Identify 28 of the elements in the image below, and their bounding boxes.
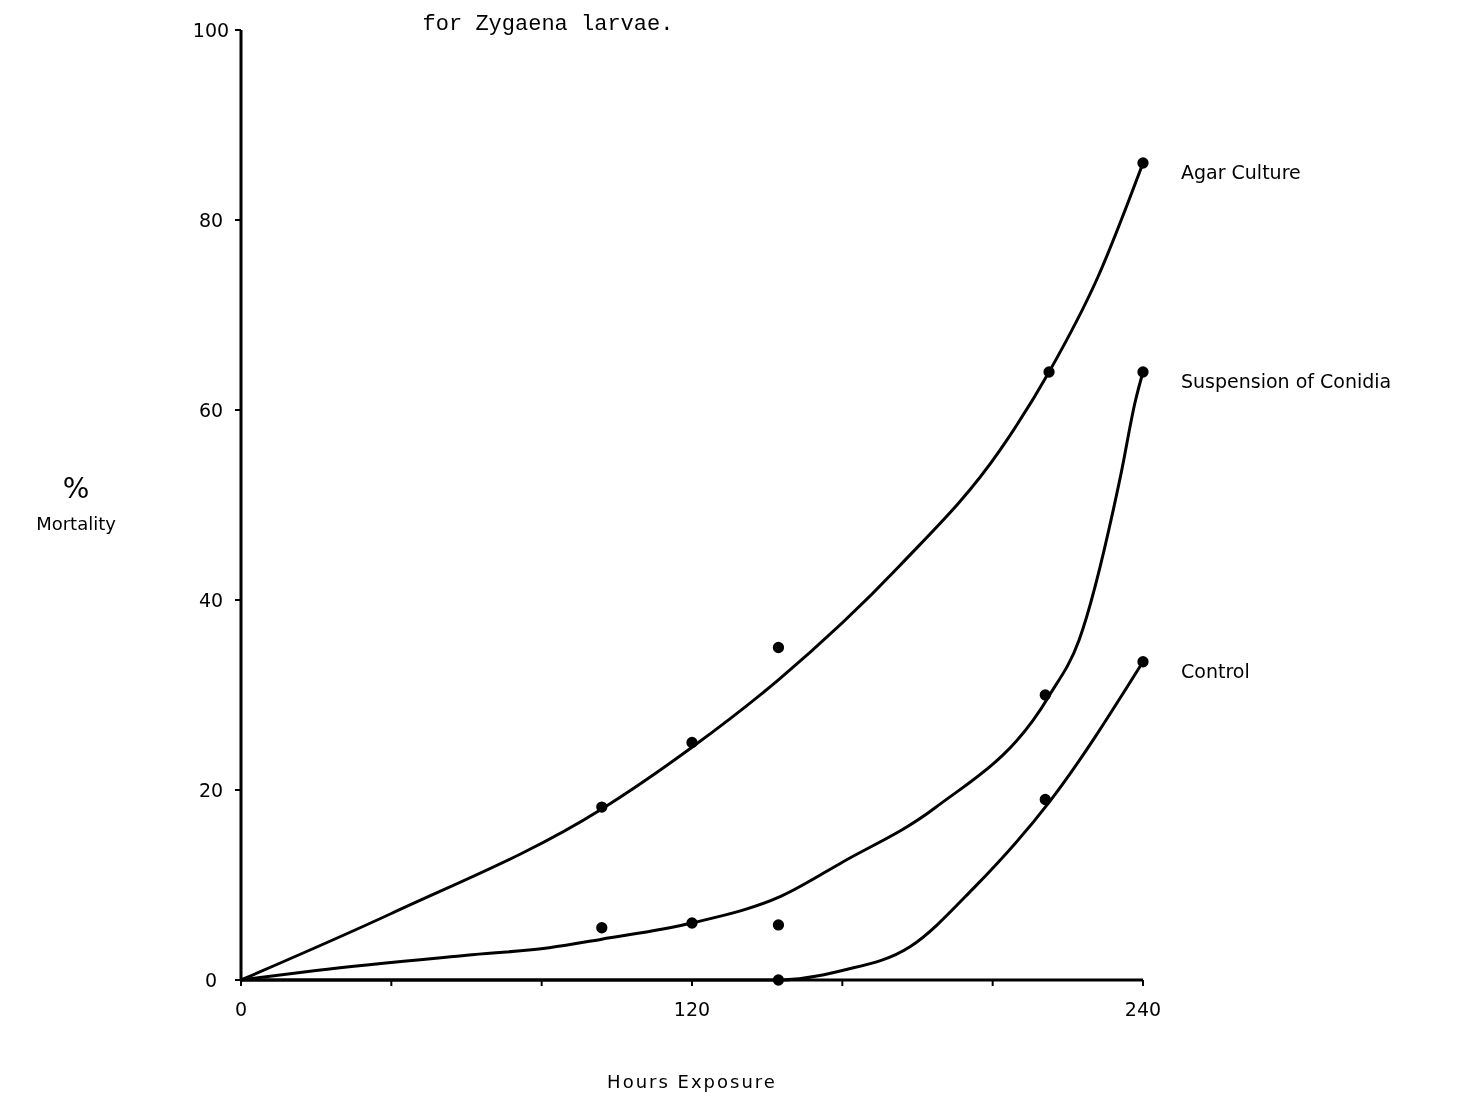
y-tick-label: 60 [198,398,224,421]
point [1039,793,1051,806]
point [772,641,785,654]
text: Suspension of Conidia [1181,370,1392,392]
point [596,922,608,934]
point [1137,656,1149,668]
point [1039,689,1051,701]
y-tick-label: 40 [198,588,224,611]
point [772,919,785,931]
chart-title: for Zygaena larvae. [422,12,674,37]
point [596,801,608,813]
x-axis-title: Hours Exposure [607,1071,777,1092]
point [772,974,785,986]
x-tick-label: 240 [1124,998,1162,1020]
text: Control [1181,659,1250,682]
point [1137,157,1149,169]
point [1043,366,1055,378]
y-tick-label: 100 [192,18,230,41]
x-tick-label: 120 [673,998,711,1020]
y-tick-label: 0 [204,968,218,991]
x-tick-label: 0 [234,998,248,1020]
text: Agar Culture [1181,161,1301,183]
point [686,917,698,929]
point [686,736,698,749]
y-axis-title: % Mortality [36,472,117,534]
point [1137,366,1149,378]
y-tick-label: 80 [198,208,224,231]
y-tick-label: 20 [198,778,224,801]
